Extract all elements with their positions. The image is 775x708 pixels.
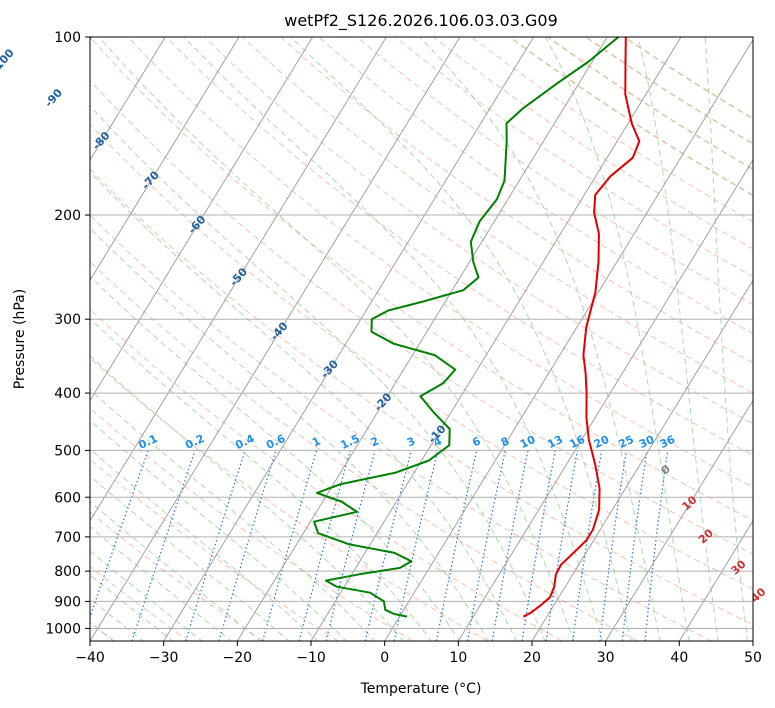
x-tick-label: −40 <box>75 650 105 666</box>
axis-ticks: −40 −30 −20 −10 0 10 20 30 40 50 100 200 300 400 500 60… <box>45 30 762 666</box>
y-tick-label: 800 <box>54 564 81 580</box>
dry-adiabat-line <box>394 37 753 278</box>
mixing-ratio-label: 36 <box>658 433 678 451</box>
mixing-ratio-line <box>131 450 196 641</box>
dry-adiabat-line <box>547 37 753 171</box>
y-tick-label: 500 <box>54 443 81 459</box>
isotherm-line <box>90 37 461 641</box>
isotherm-line <box>384 38 753 641</box>
mixing-ratio-line <box>325 450 376 641</box>
mixing-ratio-line <box>599 450 627 641</box>
x-tick-label: 30 <box>597 650 615 666</box>
isotherm-line <box>90 37 166 161</box>
mixing-ratio-line <box>364 450 412 641</box>
x-axis-label: Temperature (°C) <box>360 681 482 697</box>
mixing-ratio-line <box>521 450 556 641</box>
moist-adiabat-line <box>90 448 319 641</box>
dry-adiabat-line <box>90 407 414 641</box>
moist-adiabat-line <box>90 171 518 641</box>
dry-adiabat-line <box>433 37 753 250</box>
dry-adiabat-line <box>242 37 753 394</box>
mixing-ratio-line <box>644 450 669 641</box>
moist-adiabat-line <box>90 227 489 641</box>
mixing-ratio-line <box>572 450 603 641</box>
moist-adiabat-line <box>704 37 749 641</box>
moist-adiabat-line <box>90 389 376 641</box>
mixing-ratio-label: 25 <box>616 433 635 451</box>
y-tick-label: 200 <box>54 208 81 224</box>
isotherm-line <box>457 159 753 641</box>
mixing-ratio-line <box>185 450 246 641</box>
mixing-ratio-line <box>545 450 579 641</box>
background-lines <box>90 37 753 641</box>
dry-adiabat-line <box>90 261 638 641</box>
isotherm-line <box>163 37 535 641</box>
dry-adiabat-line <box>90 37 753 521</box>
dry-adiabat-line <box>90 308 563 641</box>
isotherm-line <box>90 37 314 402</box>
moist-adiabat-line <box>90 419 348 641</box>
x-tick-label: 10 <box>449 650 467 666</box>
y-tick-label: 700 <box>54 530 81 546</box>
isotherm-line <box>90 37 240 282</box>
dry-adiabat-line <box>509 37 753 197</box>
y-tick-label: 600 <box>54 490 81 506</box>
moist-adiabat-line <box>290 37 632 641</box>
mixing-ratio-line <box>218 450 277 641</box>
moist-adiabat-line <box>544 37 690 641</box>
moist-adiabat-line <box>419 37 661 641</box>
mixing-ratio-label: 30 <box>637 433 657 451</box>
isotherm-line <box>236 37 608 641</box>
dry-adiabat-line <box>90 79 753 555</box>
y-tick-label: 1000 <box>45 621 81 637</box>
x-tick-label: 40 <box>670 650 688 666</box>
y-tick-label: 300 <box>54 312 81 328</box>
moist-adiabat-line <box>90 317 433 641</box>
isotherm-line <box>531 279 753 641</box>
moist-adiabat-line <box>90 475 290 641</box>
y-axis-label: Pressure (hPa) <box>12 289 28 389</box>
mixing-ratio-label: 10 <box>518 433 538 451</box>
moist-adiabat-line <box>90 355 404 641</box>
x-tick-label: −10 <box>296 650 326 666</box>
dry-adiabat-line <box>90 511 264 641</box>
mixing-ratio-label: 20 <box>592 433 612 451</box>
plot-frame <box>89 36 754 642</box>
sounding-series <box>313 37 641 618</box>
isotherm-line <box>90 37 387 522</box>
plot-background <box>90 37 753 641</box>
dry-adiabat-line <box>585 37 753 145</box>
y-tick-label: 900 <box>54 594 81 610</box>
isotherm-line <box>678 519 753 641</box>
dry-adiabat-line <box>471 37 753 223</box>
dry-adiabat-line <box>165 37 753 456</box>
x-tick-label: −20 <box>223 650 253 666</box>
dry-adiabat-line <box>90 214 712 641</box>
mixing-ratio-line <box>621 450 648 641</box>
mixing-ratio-label: 16 <box>568 433 588 451</box>
temperature-profile-line <box>522 37 641 618</box>
dewpoint-profile-line <box>313 37 620 618</box>
x-tick-label: 50 <box>744 650 762 666</box>
moist-adiabat-line <box>98 37 575 641</box>
isotherm-line <box>605 399 753 641</box>
x-tick-label: 0 <box>380 650 389 666</box>
dry-adiabat-line <box>204 37 753 425</box>
moist-adiabat-line <box>637 37 719 641</box>
isotherm-line <box>310 37 682 641</box>
mixing-ratio-line <box>262 450 318 641</box>
x-tick-label: 20 <box>523 650 541 666</box>
y-tick-label: 400 <box>54 386 81 402</box>
chart-title: wetPf2_S126.2026.106.03.03.G09 <box>284 11 558 31</box>
dry-adiabat-line <box>90 123 753 590</box>
dry-adiabat-line <box>356 37 753 306</box>
mixing-ratio-label: 13 <box>545 433 564 451</box>
y-tick-label: 100 <box>54 30 81 46</box>
moist-adiabat-line <box>90 275 461 641</box>
mixing-ratio-line <box>298 450 351 641</box>
x-tick-label: −30 <box>149 650 179 666</box>
moist-adiabat-line <box>90 105 546 641</box>
